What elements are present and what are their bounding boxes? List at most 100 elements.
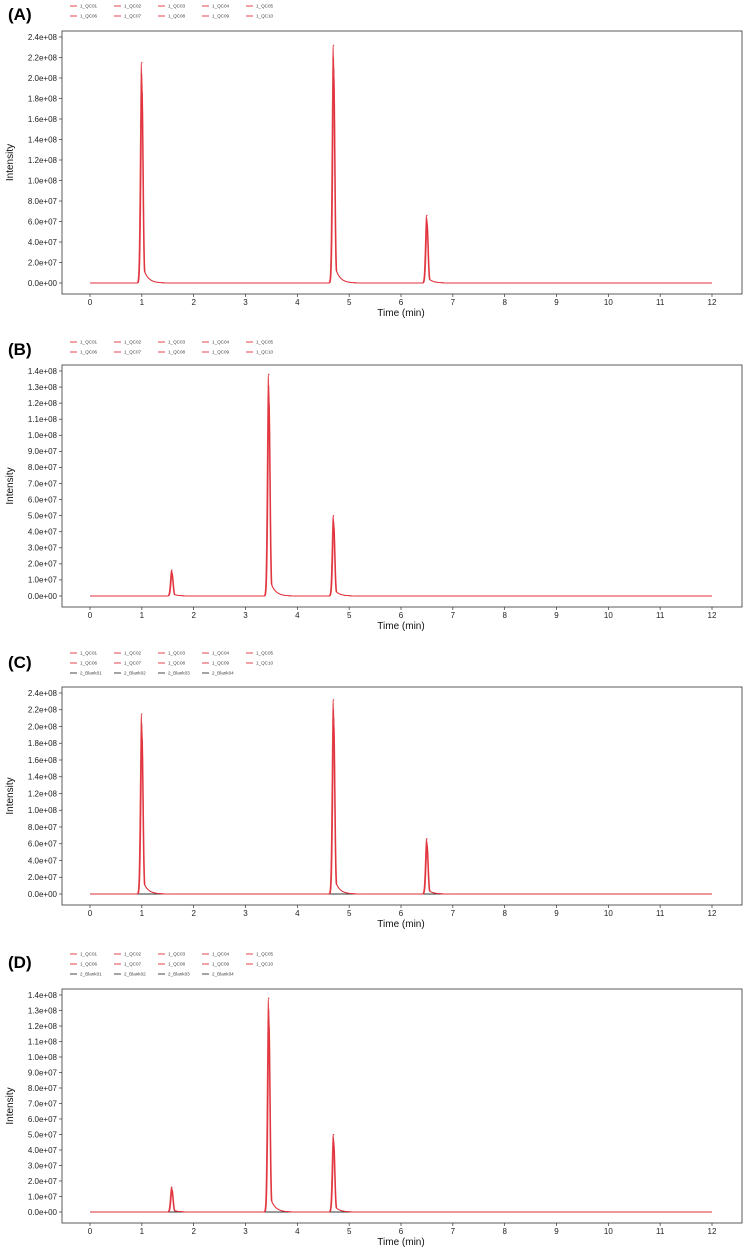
legend-entry: 1_QC03 [168,651,186,656]
qc-trace [90,45,712,284]
qc-trace [90,998,712,1213]
x-tick-label: 12 [708,298,717,307]
y-tick-label: 1.0e+07 [28,1192,58,1201]
legend-entry: 1_QC06 [80,350,98,355]
y-tick-label: 7.0e+07 [28,479,58,488]
x-tick-label: 2 [191,611,196,620]
x-tick-label: 5 [347,298,352,307]
x-tick-label: 6 [399,909,404,918]
x-tick-label: 6 [399,298,404,307]
legend-entry: 1_QC01 [80,952,98,957]
peak-apex [426,214,428,216]
legend-entry: 1_QC05 [256,4,274,9]
y-tick-label: 4.0e+07 [28,856,58,865]
x-axis-title: Time (min) [377,308,424,319]
y-axis-title: Intensity [5,467,16,504]
x-tick-label: 0 [88,611,93,620]
plot-frame [61,30,743,295]
y-axis: 0.0e+00 2.0e+07 4.0e+07 6.0e+07 8.0e+07 1.0e+… [5,689,62,899]
x-tick-label: 3 [243,298,248,307]
y-tick-label: 5.0e+07 [28,511,58,520]
qc-trace [90,717,712,895]
y-tick-label: 2.0e+07 [28,1177,58,1186]
x-tick-label: 12 [708,1227,717,1236]
qc-trace [90,709,712,895]
peak-apex [171,1186,173,1188]
peak-apex [268,997,270,999]
x-tick-label: 2 [191,1227,196,1236]
x-tick-label: 8 [502,611,507,620]
y-tick-label: 1.2e+08 [28,156,58,165]
x-axis-title: Time (min) [377,621,424,632]
legend-entry: 1_QC09 [212,14,230,19]
x-tick-label: 6 [399,1227,404,1236]
legend-entry: 2_Blank04 [212,972,234,977]
x-tick-label: 12 [708,611,717,620]
legend-entry: 1_QC04 [212,340,230,345]
x-tick-label: 9 [554,298,559,307]
x-tick-label: 0 [88,298,93,307]
x-tick-label: 1 [140,909,145,918]
y-tick-label: 0.0e+00 [28,890,58,899]
legend-entry: 1_QC02 [124,340,142,345]
x-tick-label: 3 [243,909,248,918]
x-tick-label: 4 [295,611,300,620]
peak-apex [141,62,143,64]
y-tick-label: 1.3e+08 [28,383,58,392]
y-tick-label: 2.0e+08 [28,74,58,83]
x-tick-label: 7 [451,1227,456,1236]
y-tick-label: 4.0e+07 [28,238,58,247]
qc-trace [90,394,712,597]
legend-entry: 1_QC03 [168,4,186,9]
y-tick-label: 2.4e+08 [28,689,58,698]
qc-trace [90,56,712,284]
qc-trace [90,374,712,597]
legend-entry: 1_QC02 [124,651,142,656]
x-tick-label: 11 [656,298,665,307]
legend-entry: 2_Blank02 [124,972,146,977]
x-tick-label: 5 [347,909,352,918]
legend-entry: 2_Blank01 [80,671,102,676]
y-tick-label: 4.0e+07 [28,1146,58,1155]
x-tick-label: 1 [140,298,145,307]
y-tick-label: 6.0e+07 [28,217,58,226]
y-axis-title: Intensity [5,144,16,181]
y-tick-label: 1.0e+07 [28,576,58,585]
legend-entry: 1_QC04 [212,4,230,9]
y-tick-label: 1.2e+08 [28,1022,58,1031]
x-tick-label: 1 [140,611,145,620]
x-tick-label: 11 [656,909,665,918]
x-tick-label: 4 [295,909,300,918]
legend-entry: 1_QC06 [80,14,98,19]
qc-trace [90,384,712,597]
x-tick-label: 6 [399,611,404,620]
traces [90,997,712,1213]
peak-apex [426,838,428,840]
y-tick-label: 7.0e+07 [28,1099,58,1108]
y-tick-label: 9.0e+07 [28,447,58,456]
x-tick-label: 11 [656,611,665,620]
peak-apex [333,44,335,46]
legend-entry: 1_QC01 [80,4,98,9]
x-tick-label: 7 [451,909,456,918]
x-tick-label: 9 [554,611,559,620]
y-tick-label: 8.0e+07 [28,1084,58,1093]
qc-trace [90,77,712,284]
legend: 1_QC01 1_QC02 1_QC03 1_QC04 1_QC05 1_QC06 1_QC… [70,952,274,977]
x-tick-label: 10 [604,909,613,918]
legend-entry: 1_QC08 [168,962,186,967]
legend-entry: 1_QC08 [168,350,186,355]
y-tick-label: 1.4e+08 [28,773,58,782]
qc-trace [90,1027,712,1213]
legend-entry: 2_Blank01 [80,972,102,977]
legend-entry: 1_QC09 [212,962,230,967]
y-tick-label: 1.8e+08 [28,94,58,103]
legend-entry: 1_QC07 [124,661,142,666]
y-axis: 0.0e+00 1.0e+07 2.0e+07 3.0e+07 4.0e+07 5.0e+… [5,991,62,1217]
plot-frame [61,686,743,906]
peak-apex [141,713,143,715]
legend: 1_QC01 1_QC02 1_QC03 1_QC04 1_QC05 1_QC06 1_QC… [70,651,274,676]
legend-entry: 1_QC04 [212,651,230,656]
